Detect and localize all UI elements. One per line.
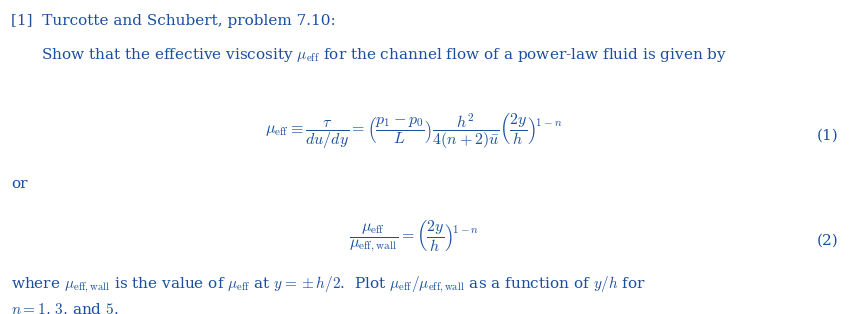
Text: where $\mu_{\mathrm{eff,wall}}$ is the value of $\mu_{\mathrm{eff}}$ at $y = \pm: where $\mu_{\mathrm{eff,wall}}$ is the v… [11,275,646,295]
Text: $\mu_{\mathrm{eff}} \equiv \dfrac{\tau}{du/dy} = \left(\dfrac{p_1 - p_0}{L}\righ: $\mu_{\mathrm{eff}} \equiv \dfrac{\tau}{… [266,111,563,151]
Text: (1): (1) [817,129,839,143]
Text: [1]  Turcotte and Schubert, problem 7.10:: [1] Turcotte and Schubert, problem 7.10: [11,14,336,28]
Text: Show that the effective viscosity $\mu_{\mathrm{eff}}$ for the channel flow of a: Show that the effective viscosity $\mu_{… [41,46,728,63]
Text: or: or [11,177,28,192]
Text: $n = 1$, $3$, and $5$.: $n = 1$, $3$, and $5$. [11,301,119,314]
Text: $\dfrac{\mu_{\mathrm{eff}}}{\mu_{\mathrm{eff,wall}}} = \left(\dfrac{2y}{h}\right: $\dfrac{\mu_{\mathrm{eff}}}{\mu_{\mathrm… [350,218,479,253]
Text: (2): (2) [817,234,839,248]
